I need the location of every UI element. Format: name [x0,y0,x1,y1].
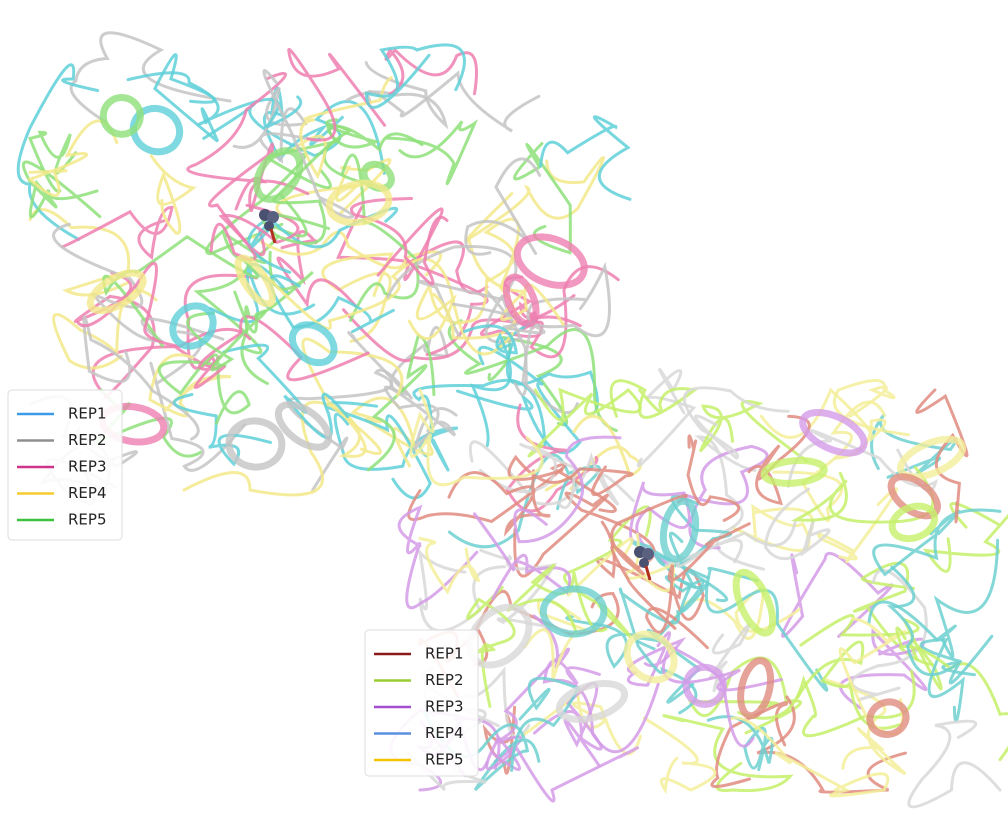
legend-label: REP4 [425,724,464,742]
protein-loop [387,121,474,183]
legend-label: REP3 [68,458,107,476]
protein-helix [85,265,149,318]
protein-loop [909,721,1000,807]
protein-loop [782,553,891,636]
protein-loop [399,507,477,607]
figure: REP1 REP2 REP3 REP4 REP5 REP1 REP2 REP3 REP4 REP5 [0,0,1008,818]
protein-loop [420,539,478,592]
protein-loop [834,381,908,435]
protein-loop [766,489,830,559]
ligand-bond [271,229,275,243]
protein-helix [659,499,700,562]
legend-label: REP3 [425,698,464,716]
legend-label: REP2 [425,671,464,689]
page: REP1 REP2 REP3 REP4 REP5 REP1 REP2 REP3 REP4 REP5… [0,0,1008,818]
protein-loop [644,718,715,790]
legend-label: REP5 [68,511,107,529]
protein-loop [62,207,172,257]
legend-label: REP5 [425,751,464,769]
legend-label: REP2 [68,431,107,449]
protein-loop [541,117,630,200]
legend-label: REP4 [68,484,107,502]
protein-loop [420,553,505,631]
protein-loop [684,388,788,458]
protein-helix [227,418,285,469]
protein-structures [18,33,1008,807]
legend-label: REP1 [425,645,464,663]
protein-loop [475,514,570,599]
legend-label: REP1 [68,405,107,423]
